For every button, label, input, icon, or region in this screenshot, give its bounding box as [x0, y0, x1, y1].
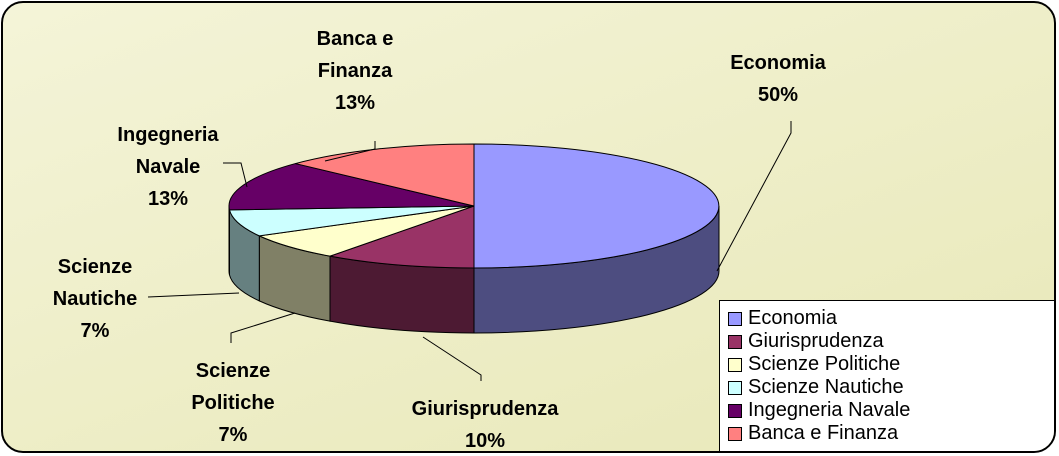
leader-line [230, 312, 296, 343]
legend-swatch [728, 403, 742, 418]
legend-label: Scienze Nautiche [748, 376, 904, 398]
data-label: Giurisprudenza 10% [375, 393, 595, 452]
data-label-value: 13% [147, 188, 189, 210]
pie-slice [473, 143, 720, 269]
data-label: Banca e Finanza 13% [293, 23, 417, 119]
legend-swatch [728, 357, 742, 372]
legend-label: Economia [748, 307, 837, 329]
data-label-category: Giurisprudenza [411, 398, 559, 420]
data-label-category: Scienze Politiche [191, 360, 275, 414]
data-label-value: 10% [464, 430, 506, 452]
leader-line [147, 292, 240, 298]
pie-slice [328, 205, 475, 269]
legend-item: Ingegneria Navale [728, 399, 1046, 422]
legend-item: Economia [728, 307, 1046, 330]
legend-item: Scienze Politiche [728, 353, 1046, 376]
data-label-value: 50% [757, 84, 799, 106]
legend-item: Giurisprudenza [728, 330, 1046, 353]
legend-item: Scienze Nautiche [728, 376, 1046, 399]
pie-slice [228, 205, 475, 237]
legend-swatch [728, 334, 742, 349]
data-label-value: 7% [218, 424, 248, 446]
legend-label: Giurisprudenza [748, 330, 884, 352]
legend-item: Banca e Finanza [728, 422, 1046, 445]
legend-swatch [728, 311, 742, 326]
legend: Economia Giurisprudenza Scienze Politiche S… [719, 300, 1054, 451]
pie-slice [228, 163, 475, 211]
data-label-category: Economia [730, 52, 826, 74]
legend-swatch [728, 380, 742, 395]
legend-label: Banca e Finanza [748, 422, 899, 444]
data-label-value: 13% [334, 92, 376, 114]
data-label: Scienze Nautiche 7% [33, 251, 157, 347]
data-label-value: 7% [80, 320, 110, 342]
pie-slice [295, 143, 475, 207]
data-label-category: Banca e Finanza [316, 28, 394, 82]
leader-line [324, 141, 376, 162]
data-label: Ingegneria Navale 13% [83, 119, 253, 215]
legend-swatch [728, 426, 742, 441]
data-label: Economia 50% [698, 47, 858, 111]
leader-line [716, 121, 792, 272]
leader-line [422, 336, 482, 381]
legend-label: Scienze Politiche [748, 353, 901, 375]
pie-slice [257, 205, 475, 257]
legend-label: Ingegneria Navale [748, 399, 911, 421]
leader-line [223, 162, 248, 188]
data-label-category: Scienze Nautiche [52, 256, 138, 310]
pie-plot [147, 121, 792, 381]
data-label: Scienze Politiche 7% [173, 355, 293, 451]
data-label-category: Ingegneria Navale [117, 124, 219, 178]
